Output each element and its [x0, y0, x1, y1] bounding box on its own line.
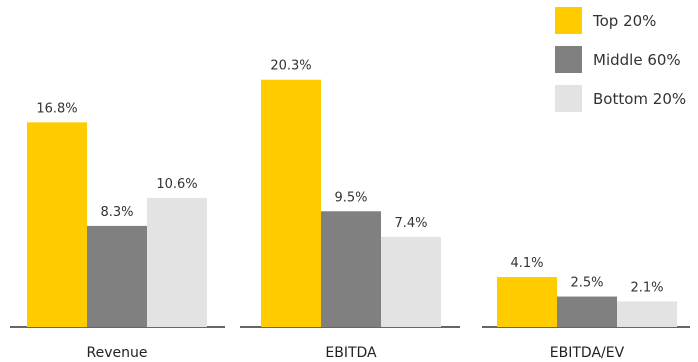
category-label-ebitda: EBITDA	[325, 345, 377, 361]
bar-ebitda-ev-top-20-	[497, 277, 557, 327]
value-label-ebitda-ev-bottom-20-: 2.1%	[630, 280, 663, 295]
value-label-ebitda-ev-middle-60-: 2.5%	[570, 276, 603, 291]
value-label-ebitda-bottom-20-: 7.4%	[394, 216, 427, 231]
legend-label-bottom-20-: Bottom 20%	[593, 90, 686, 108]
value-label-ebitda-ev-top-20-: 4.1%	[510, 256, 543, 271]
category-labels-group: Revenue EBITDA EBITDA/EV	[87, 345, 625, 361]
bar-revenue-top-20-	[27, 122, 87, 327]
legend-swatch-bottom-20-	[555, 85, 582, 112]
category-label-revenue: Revenue	[87, 345, 148, 361]
bar-ebitda-bottom-20-	[381, 236, 441, 327]
bar-ebitda-middle-60-	[321, 211, 381, 327]
value-labels-group: 16.8% 8.3% 10.6% 20.3% 9.5% 7.4% 4.1% 2.5% 2.1%	[36, 59, 663, 296]
value-label-revenue-top-20-: 16.8%	[36, 101, 77, 116]
bar-ebitda-ev-bottom-20-	[617, 301, 677, 327]
bar-ebitda-ev-middle-60-	[557, 296, 617, 327]
value-label-revenue-bottom-20-: 10.6%	[156, 177, 197, 192]
bar-revenue-middle-60-	[87, 225, 147, 327]
bars-group	[27, 79, 677, 327]
legend-label-middle-60-: Middle 60%	[593, 51, 681, 69]
bar-revenue-bottom-20-	[147, 197, 207, 327]
category-label-ebitda-ev: EBITDA/EV	[550, 345, 625, 361]
legend-swatch-middle-60-	[555, 46, 582, 73]
value-label-ebitda-top-20-: 20.3%	[270, 59, 311, 74]
legend-label-top-20-: Top 20%	[592, 12, 656, 30]
legend-swatch-top-20-	[555, 7, 582, 34]
value-label-ebitda-middle-60-: 9.5%	[334, 190, 367, 205]
value-label-revenue-middle-60-: 8.3%	[100, 205, 133, 220]
bar-ebitda-top-20-	[261, 79, 321, 327]
legend: Top 20% Middle 60% Bottom 20%	[555, 7, 686, 112]
